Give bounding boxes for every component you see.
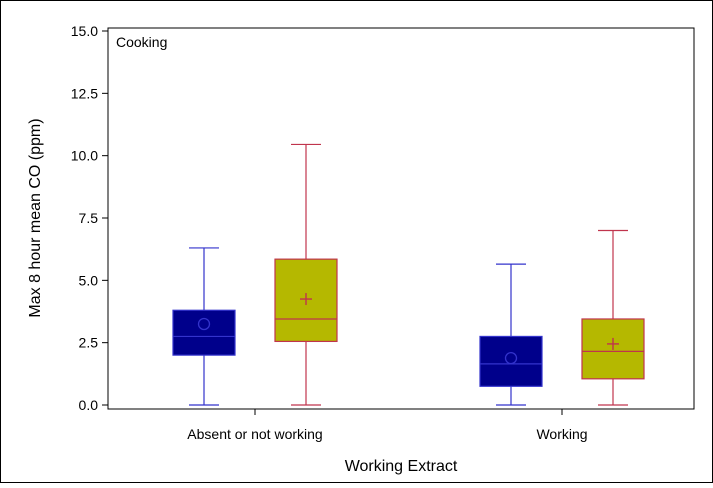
- y-tick-label: 5.0: [79, 272, 99, 288]
- y-tick-label: 7.5: [79, 210, 99, 226]
- box-plot: [581, 229, 645, 406]
- mean-marker: [197, 317, 211, 331]
- y-tick-label: 15.0: [71, 23, 98, 39]
- box-plots: [172, 143, 645, 406]
- box-plot: [172, 247, 236, 406]
- y-tick-label: 2.5: [79, 335, 99, 351]
- x-tick-label: Absent or not working: [187, 426, 322, 442]
- mean-marker: [504, 351, 518, 365]
- panel-label: Cooking: [116, 34, 167, 50]
- box-plot: [274, 143, 338, 406]
- box-plot: [479, 263, 543, 406]
- x-axis: Absent or not working Working: [187, 409, 588, 442]
- y-tick-label: 10.0: [71, 148, 98, 164]
- y-axis-title: Max 8 hour mean CO (ppm): [27, 118, 44, 317]
- x-tick-label: Working: [536, 426, 587, 442]
- iqr-box: [172, 309, 236, 356]
- y-tick-label: 0.0: [79, 397, 99, 413]
- y-tick-label: 12.5: [71, 85, 98, 101]
- x-axis-title: Working Extract: [345, 458, 458, 475]
- iqr-box: [479, 335, 543, 387]
- y-axis: 0.0 2.5 5.0 7.5 10.0 12.5 15.0: [71, 23, 108, 413]
